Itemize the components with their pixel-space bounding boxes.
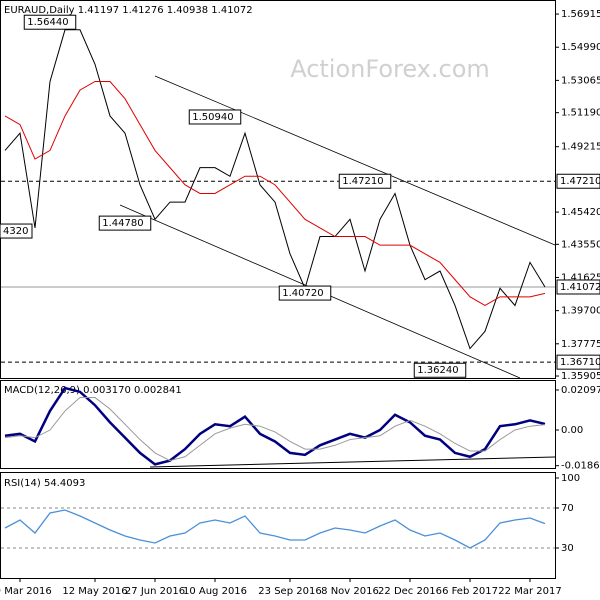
annotation-box <box>23 14 77 30</box>
y-tick-label: 1.56915 <box>561 9 600 20</box>
price-panel <box>0 0 556 379</box>
price-label-box <box>556 279 600 295</box>
annotation-box <box>0 223 33 239</box>
annotation: 1.44780 <box>102 218 143 229</box>
rsi-title: RSI(14) 54.4093 <box>4 478 85 489</box>
annotation-box <box>413 362 467 378</box>
x-tick-label: 23 Sep 2016 <box>258 586 321 597</box>
x-tick-label: 10 Aug 2016 <box>183 586 247 597</box>
series-line <box>4 386 546 466</box>
series-line <box>4 397 546 462</box>
x-tick-label: 22 Dec 2016 <box>378 586 442 597</box>
y-tick-label: -0.018693 <box>561 461 600 472</box>
y-tick-label: 1.49215 <box>561 142 600 153</box>
y-tick-label: 100 <box>561 473 580 484</box>
x-tick-label: 29 Mar 2016 <box>0 586 52 597</box>
macd-trendline <box>149 456 556 468</box>
y-tick-label: 70 <box>561 503 574 514</box>
price-title: EURAUD,Daily 1.41197 1.41276 1.40938 1.4… <box>4 5 253 16</box>
price-label-box <box>556 354 600 370</box>
y-tick-label: 1.35905 <box>561 371 600 382</box>
y-tick-label: 0.020975 <box>561 385 600 396</box>
annotation: 1.36240 <box>417 365 458 376</box>
series-line <box>4 29 546 350</box>
series-line <box>4 80 546 307</box>
price-label: 1.47210 <box>560 176 600 187</box>
annotation: 1.50940 <box>192 112 233 123</box>
channel-top <box>154 75 556 246</box>
price-label: 1.41072 <box>560 282 600 293</box>
macd-panel <box>0 380 556 469</box>
x-tick-label: 8 Nov 2016 <box>321 586 379 597</box>
annotation: 1.40720 <box>282 288 323 299</box>
y-tick-label: 1.51190 <box>561 108 600 119</box>
x-tick-label: 12 May 2016 <box>62 586 127 597</box>
annotation-box <box>98 215 152 231</box>
x-tick-label: 6 Feb 2017 <box>442 586 498 597</box>
annotation: 4320 <box>3 226 28 237</box>
watermark: ActionForex.com <box>290 55 490 83</box>
y-tick-label: 1.37775 <box>561 339 600 350</box>
annotation: 1.47210 <box>342 176 383 187</box>
macd-title: MACD(12,26,9) 0.003170 0.002841 <box>4 385 182 396</box>
y-tick-label: 1.41625 <box>561 272 600 283</box>
x-tick-label: 22 Mar 2017 <box>498 586 561 597</box>
price-label: 1.36710 <box>560 357 600 368</box>
y-tick-label: 1.45420 <box>561 207 600 218</box>
x-tick-label: 27 Jun 2016 <box>125 586 185 597</box>
y-tick-label: 0.00 <box>561 425 583 436</box>
series-line <box>4 509 546 549</box>
annotation: 1.56440 <box>27 17 68 28</box>
y-tick-label: 1.54990 <box>561 42 600 53</box>
y-tick-label: 1.39700 <box>561 306 600 317</box>
annotation-box <box>278 285 332 301</box>
annotation-box <box>188 109 242 125</box>
price-label-box <box>556 173 600 189</box>
rsi-panel <box>0 472 556 579</box>
y-tick-label: 1.53065 <box>561 75 600 86</box>
y-tick-label: 1.43550 <box>561 239 600 250</box>
y-tick-label: 30 <box>561 543 574 554</box>
annotation-box <box>338 173 392 189</box>
